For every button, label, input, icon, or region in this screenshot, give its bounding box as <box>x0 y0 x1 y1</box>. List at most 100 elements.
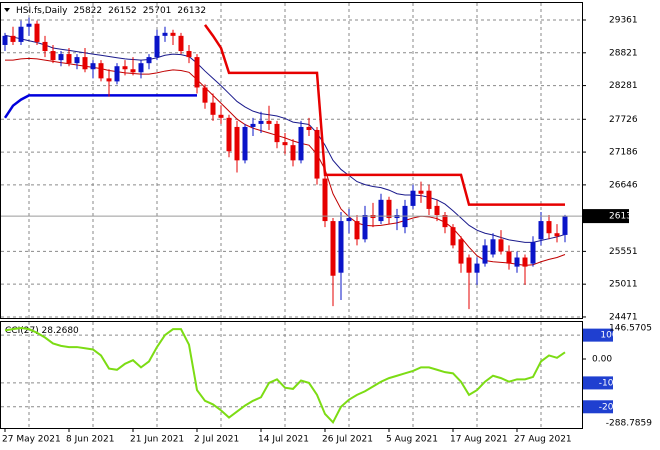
candle-body <box>178 35 184 52</box>
candle-body <box>106 78 112 82</box>
x-tick-label: 26 Jul 2021 <box>322 435 373 445</box>
level-label: -100 <box>599 378 620 388</box>
y-tick-label: 27186 <box>609 148 638 158</box>
x-tick-label: 17 Aug 2021 <box>450 435 508 445</box>
candle-body <box>450 227 456 246</box>
x-tick-label: 14 Jul 2021 <box>258 435 309 445</box>
candle-body <box>66 54 72 64</box>
candle-body <box>322 178 328 222</box>
candle-body <box>330 221 336 276</box>
candle-body <box>346 218 352 222</box>
x-tick-label: 5 Aug 2021 <box>386 435 438 445</box>
candle-body <box>250 123 256 127</box>
candle-body <box>466 257 472 273</box>
level-box <box>583 328 613 342</box>
moving-average <box>4 34 566 243</box>
x-tick-label: 8 Jun 2021 <box>66 435 114 445</box>
candle-body <box>154 35 160 58</box>
candle-body <box>98 63 104 79</box>
candle-body <box>194 57 200 88</box>
candle-body <box>146 57 152 64</box>
candle-body <box>234 126 240 161</box>
candle-body <box>90 63 96 70</box>
y-tick-label: 24471 <box>609 312 638 322</box>
candle-body <box>298 126 304 161</box>
level-label: 100 <box>600 331 617 341</box>
current-price-box <box>583 209 629 224</box>
candle-body <box>122 66 128 70</box>
stop-line <box>203 24 565 206</box>
title-text: HSI.fs,Daily <box>16 6 68 16</box>
candle-body <box>514 257 520 267</box>
stop-line <box>3 94 197 119</box>
candle-body <box>10 35 16 42</box>
candle-body <box>170 32 176 36</box>
cci-panel-frame <box>0 321 583 429</box>
x-tick-label: 2 Jul 2021 <box>194 435 239 445</box>
candle-body <box>498 239 504 252</box>
y-limit-label: -288.7859 <box>606 419 652 429</box>
candle-body <box>290 145 296 161</box>
candle-body <box>418 190 424 194</box>
candle-body <box>434 205 440 216</box>
candle-body <box>2 35 8 45</box>
y-tick-label: 28281 <box>609 81 638 91</box>
candle-body <box>546 221 552 234</box>
candle-body <box>482 245 488 264</box>
y-tick-label: 25551 <box>609 247 638 257</box>
candle-body <box>426 190 432 209</box>
y-tick-label: 25011 <box>609 280 638 290</box>
candle-body <box>314 129 320 179</box>
candle-body <box>114 66 120 82</box>
candle-body <box>186 51 192 58</box>
y-limit-label: 146.5705 <box>609 324 652 334</box>
candle-body <box>258 120 264 124</box>
y-tick-label: 0.00 <box>592 355 612 365</box>
y-tick-label: 28821 <box>609 48 638 58</box>
candle-body <box>138 63 144 73</box>
candle-body <box>354 221 360 240</box>
candle-body <box>82 57 88 70</box>
candle-body <box>538 221 544 240</box>
candle-body <box>474 263 480 273</box>
indicator-name: CCI(27) 28.2680 <box>5 326 79 336</box>
candle-body <box>506 251 512 264</box>
y-tick-label: 26646 <box>609 180 638 190</box>
candle-body <box>226 117 232 152</box>
candle-body <box>554 233 560 237</box>
candle-body <box>562 216 568 235</box>
collapse-arrow <box>4 8 10 12</box>
candle-body <box>410 190 416 206</box>
ohlc-value: 25822 <box>74 6 103 16</box>
candle-body <box>74 57 80 64</box>
candle-body <box>338 221 344 273</box>
candle-body <box>130 69 136 73</box>
candle-body <box>218 114 224 118</box>
candle-body <box>18 26 24 42</box>
level-box <box>583 400 613 414</box>
candle-body <box>50 51 56 61</box>
candle-body <box>362 215 368 240</box>
candle-body <box>386 199 392 219</box>
candle-body <box>490 239 496 255</box>
chart-title: HSI.fs,Daily 25822 26152 25701 26132 <box>16 6 206 16</box>
candle-body <box>530 242 536 264</box>
main-panel-frame <box>0 2 583 319</box>
x-tick-label: 27 May 2021 <box>2 435 61 445</box>
candle-body <box>26 23 32 27</box>
current-price-label: 26132 <box>609 212 638 222</box>
candle-body <box>306 126 312 130</box>
level-box <box>583 376 613 390</box>
candle-body <box>58 54 64 61</box>
y-tick-label: 29361 <box>609 16 638 26</box>
candle-body <box>202 87 208 103</box>
candle-body <box>242 126 248 161</box>
indicator-title: CCI(27) 28.2680 <box>5 326 79 336</box>
x-tick-label: 21 Jun 2021 <box>130 435 184 445</box>
candle-body <box>442 215 448 228</box>
level-label: -200 <box>599 402 620 412</box>
candle-body <box>42 41 48 52</box>
candle-body <box>210 102 216 115</box>
x-tick-label: 27 Aug 2021 <box>514 435 572 445</box>
